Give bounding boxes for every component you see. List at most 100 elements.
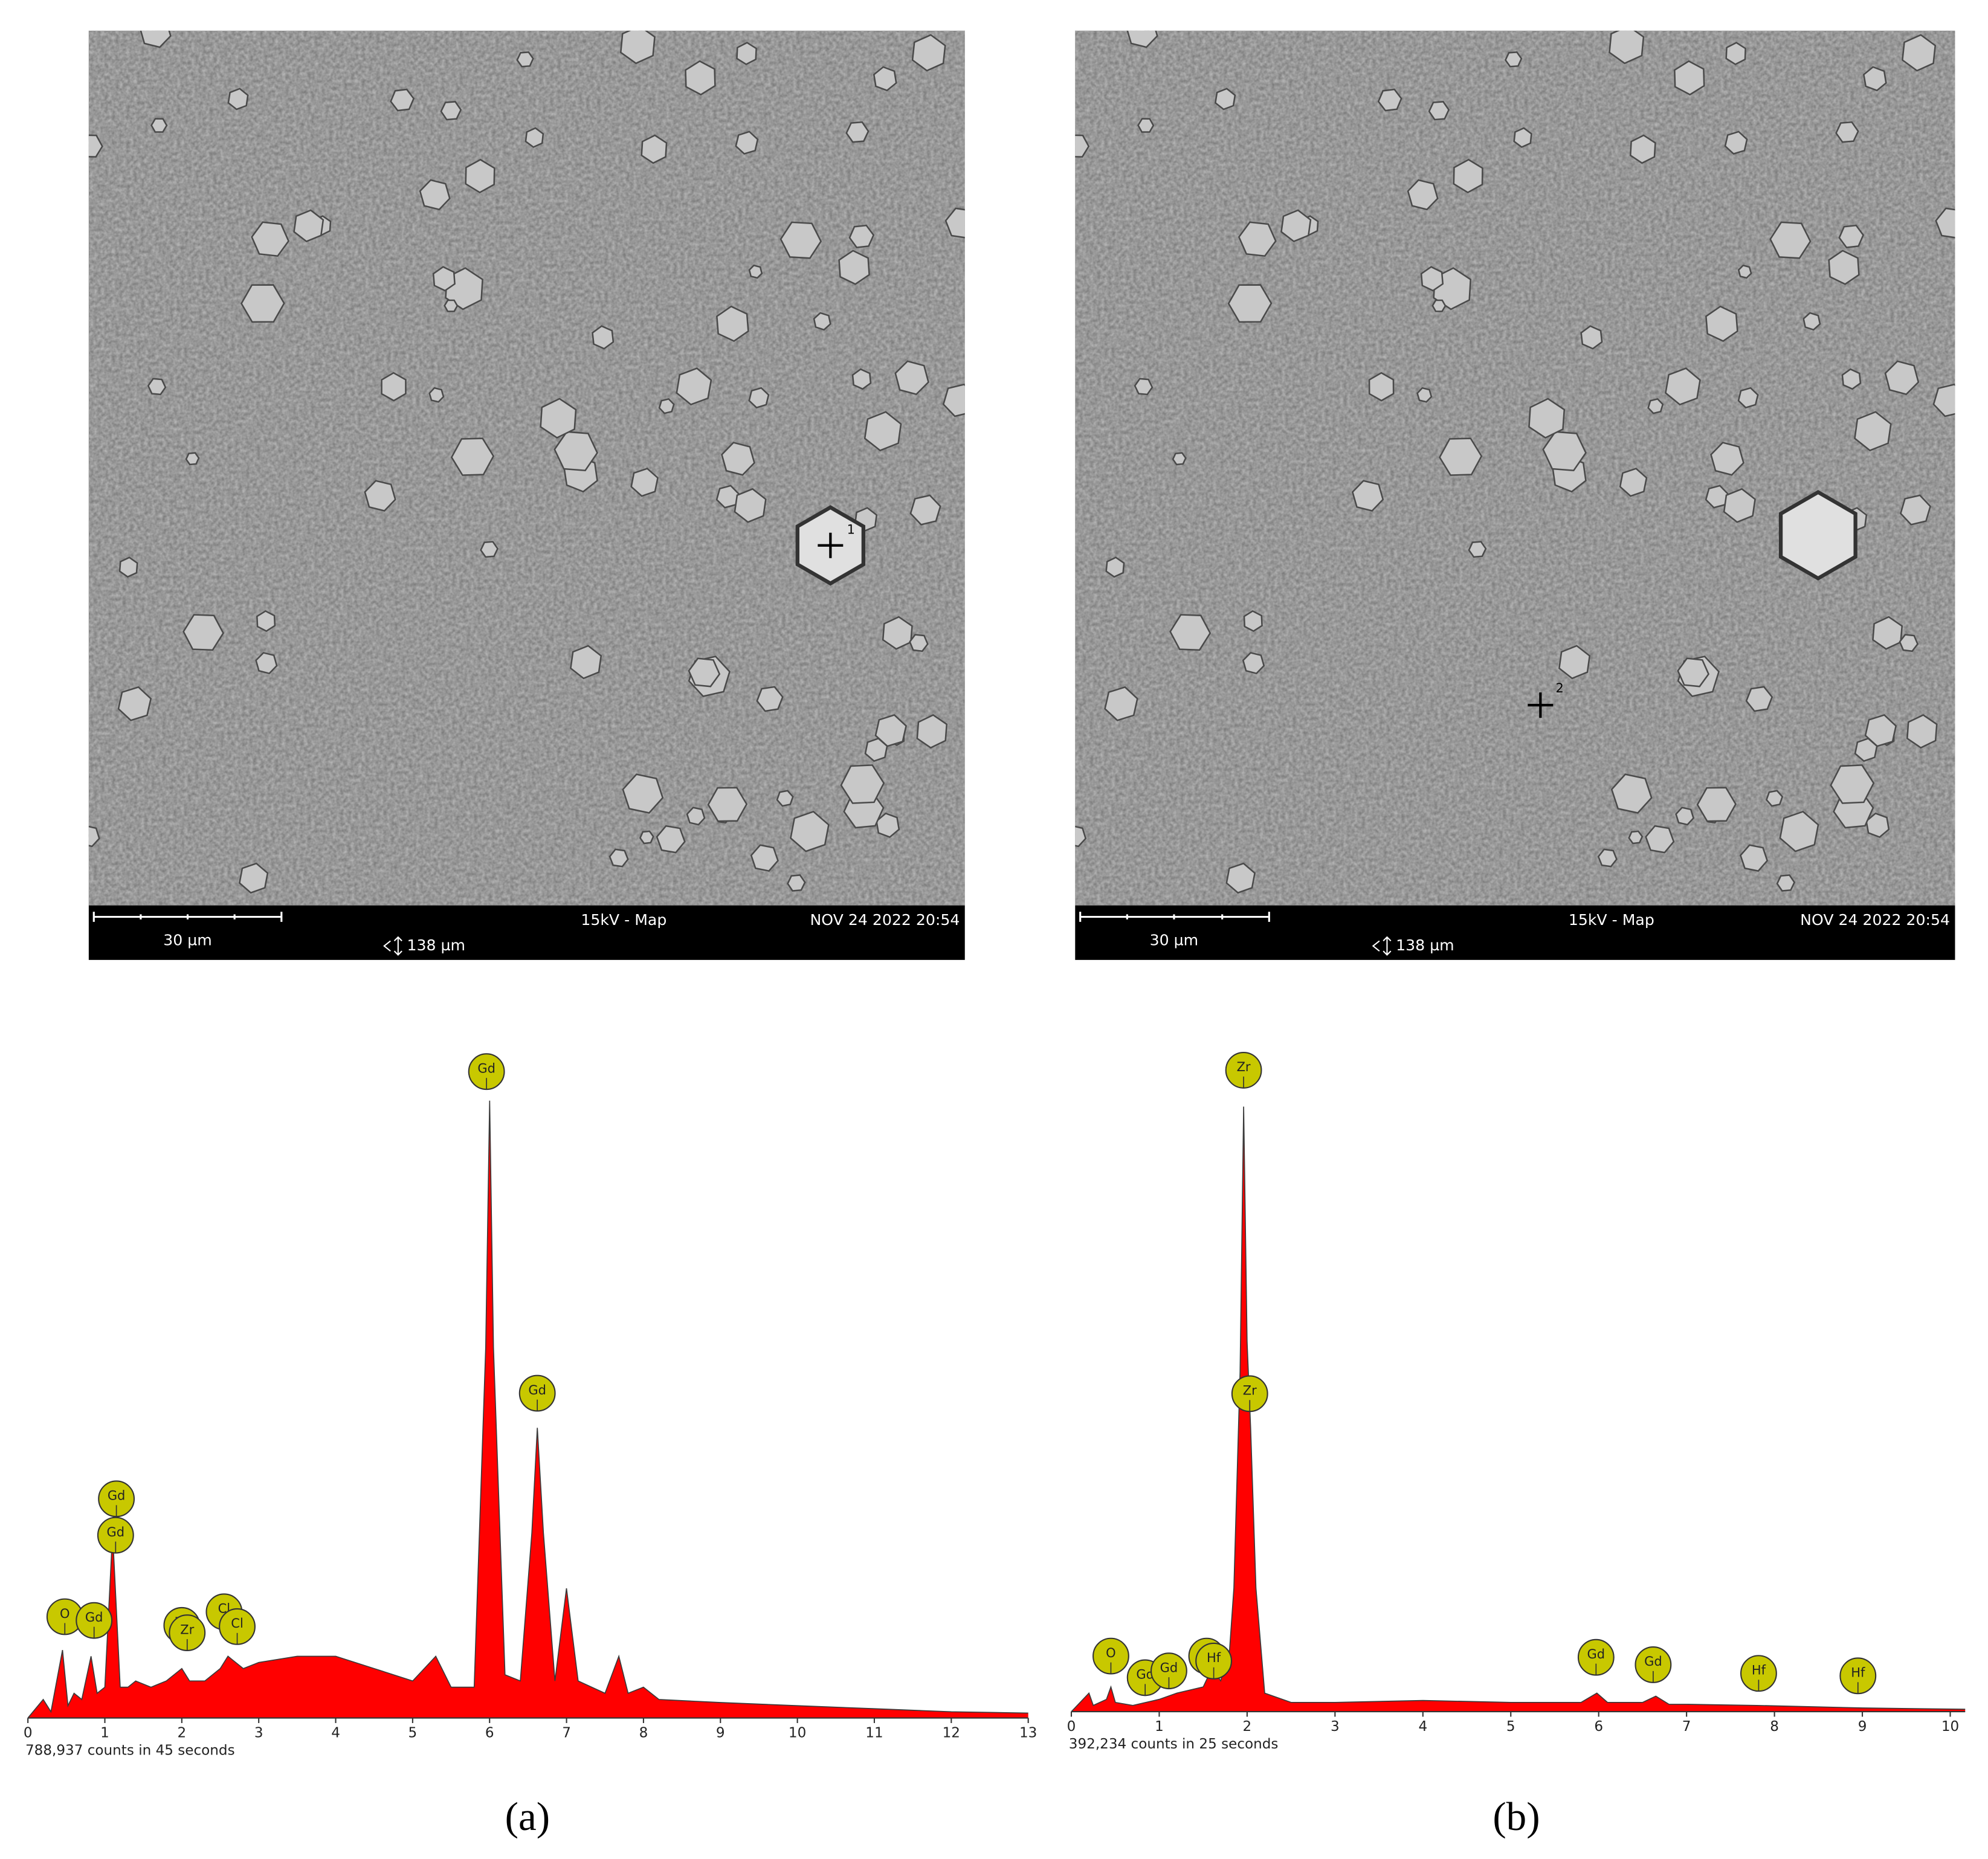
crystal bbox=[838, 250, 870, 285]
peak-label: Gd bbox=[107, 1525, 125, 1539]
x-tick-label: 12 bbox=[943, 1725, 960, 1741]
x-tick-label: 0 bbox=[24, 1725, 33, 1741]
counts-footer: 392,234 counts in 25 seconds bbox=[1069, 1736, 1279, 1752]
crystal bbox=[1242, 652, 1265, 675]
crystal bbox=[721, 442, 755, 476]
crystal bbox=[1932, 383, 1955, 417]
crystal bbox=[1628, 830, 1644, 845]
peak-label: Gd bbox=[477, 1062, 495, 1076]
peak-label: Gd bbox=[1587, 1647, 1606, 1661]
crystal bbox=[658, 398, 675, 414]
mode: 15kV - Map bbox=[581, 911, 666, 929]
crystal bbox=[776, 790, 794, 807]
crystal bbox=[1769, 221, 1812, 259]
scale-bar bbox=[1079, 912, 1270, 922]
crystal bbox=[1766, 790, 1784, 807]
crystal bbox=[1935, 207, 1955, 239]
crystal bbox=[845, 121, 870, 143]
crystal bbox=[1863, 66, 1887, 92]
crystal bbox=[688, 657, 721, 688]
crystal bbox=[147, 378, 167, 396]
crystal bbox=[848, 224, 875, 248]
x-tick-label: 1 bbox=[1155, 1719, 1164, 1735]
crystal bbox=[676, 367, 712, 406]
panel-label: (b) bbox=[1493, 1794, 1540, 1839]
crystal bbox=[748, 387, 770, 409]
crystal bbox=[140, 30, 172, 48]
crystals bbox=[1075, 30, 1955, 894]
crystal bbox=[1619, 468, 1648, 497]
x-tick-label: 8 bbox=[639, 1725, 648, 1741]
x-tick-label: 4 bbox=[331, 1725, 340, 1741]
crystal bbox=[1737, 264, 1752, 279]
crystal bbox=[909, 494, 941, 526]
crystal bbox=[1696, 787, 1737, 822]
crystal bbox=[790, 810, 830, 852]
crystal bbox=[1665, 367, 1701, 406]
crystal bbox=[1580, 325, 1603, 350]
x-tick-label: 13 bbox=[1019, 1725, 1037, 1741]
point-marker bbox=[818, 532, 844, 558]
crystal bbox=[419, 179, 451, 211]
crystal bbox=[1126, 30, 1158, 48]
crystal bbox=[622, 773, 664, 814]
crystal bbox=[88, 825, 100, 848]
peak-label: Hf bbox=[1851, 1666, 1865, 1680]
spectrum-area bbox=[1071, 1106, 1966, 1712]
crystal bbox=[1630, 134, 1656, 164]
crystal bbox=[1105, 556, 1125, 578]
crystal bbox=[1513, 127, 1532, 148]
crystal bbox=[686, 807, 706, 826]
crystal bbox=[480, 541, 499, 558]
crystal bbox=[734, 488, 767, 523]
crystal bbox=[1737, 387, 1759, 409]
crystal bbox=[1724, 130, 1748, 155]
x-tick-label: 5 bbox=[408, 1725, 418, 1741]
peak-label: O bbox=[1106, 1646, 1116, 1660]
x-tick-label: 4 bbox=[1418, 1719, 1427, 1735]
x-tick-label: 9 bbox=[716, 1725, 725, 1741]
crystal bbox=[1351, 480, 1384, 512]
crystal bbox=[735, 130, 759, 155]
crystal bbox=[465, 158, 495, 194]
x-tick-label: 11 bbox=[865, 1725, 883, 1741]
crystal bbox=[381, 372, 407, 402]
x-tick-label: 7 bbox=[1682, 1719, 1691, 1735]
crystal bbox=[1675, 807, 1695, 826]
crystal bbox=[911, 34, 946, 72]
crystal bbox=[1776, 874, 1796, 892]
crystal bbox=[851, 368, 872, 390]
x-tick-label: 10 bbox=[1941, 1719, 1959, 1735]
crystal bbox=[639, 830, 654, 845]
crystal bbox=[1558, 645, 1591, 680]
crystal bbox=[685, 60, 716, 96]
crystal bbox=[787, 874, 806, 892]
crystal bbox=[944, 207, 965, 239]
crystal bbox=[1597, 848, 1618, 868]
x-tick-label: 7 bbox=[562, 1725, 571, 1741]
crystal bbox=[238, 862, 269, 894]
crystal bbox=[293, 209, 324, 243]
crystal bbox=[1645, 825, 1675, 854]
crystal bbox=[118, 556, 138, 578]
crystal bbox=[736, 42, 757, 65]
crystal bbox=[1377, 88, 1402, 112]
crystal bbox=[1710, 442, 1744, 476]
peak-label: Hf bbox=[1752, 1663, 1766, 1678]
width-icon bbox=[383, 936, 402, 956]
timestamp: NOV 24 2022 20:54 bbox=[810, 911, 960, 929]
crystal bbox=[227, 88, 249, 111]
crystal bbox=[1610, 773, 1653, 814]
x-tick-label: 3 bbox=[254, 1725, 263, 1741]
x-tick-label: 5 bbox=[1506, 1719, 1515, 1735]
point-label: 2 bbox=[1556, 681, 1564, 695]
sem-image: 30 µm 15kV - Map NOV 24 2022 20:54 138 µ… bbox=[1075, 30, 1955, 960]
peak-label: Gd bbox=[108, 1489, 126, 1503]
crystal bbox=[1802, 312, 1821, 331]
x-tick-label: 8 bbox=[1770, 1719, 1779, 1735]
crystal bbox=[1428, 101, 1450, 121]
peak-label: O bbox=[60, 1606, 70, 1621]
crystal bbox=[1906, 714, 1938, 749]
crystal bbox=[1542, 431, 1587, 472]
crystal bbox=[553, 431, 598, 472]
